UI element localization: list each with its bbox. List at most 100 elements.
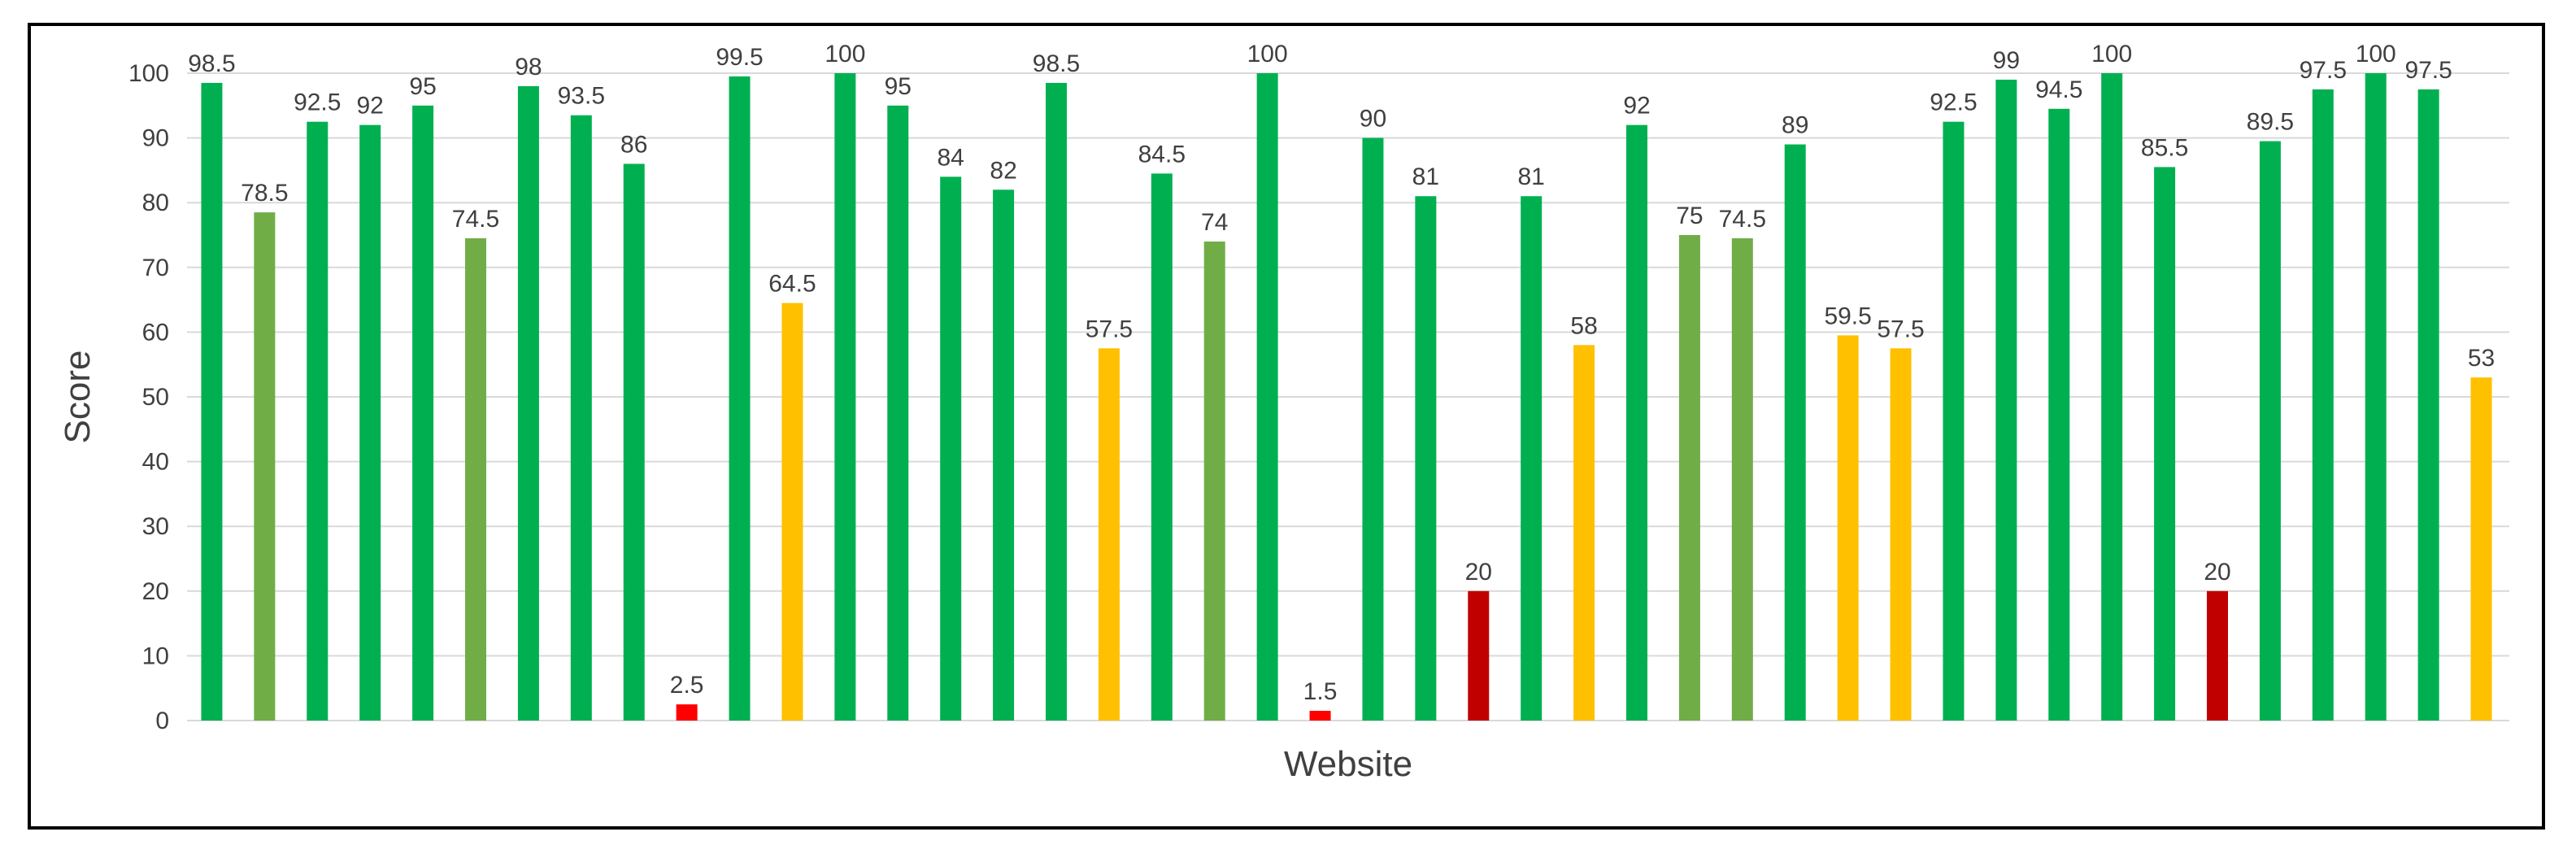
data-label: 95 (409, 73, 436, 100)
bar (1309, 711, 1331, 721)
bar (1415, 196, 1437, 721)
data-label: 92.5 (1930, 89, 1977, 116)
bar (1995, 79, 2017, 721)
bar (1203, 241, 1225, 721)
bar (1678, 235, 1700, 721)
data-label: 100 (1247, 41, 1288, 68)
bar (781, 303, 803, 721)
y-axis-title: Score (58, 351, 98, 444)
bar (1890, 348, 1912, 721)
y-tick-label: 80 (142, 189, 169, 216)
bar (1573, 345, 1595, 721)
y-tick-label: 50 (142, 384, 169, 411)
data-label: 74.5 (1719, 206, 1766, 233)
bars (201, 73, 2492, 721)
y-tick-label: 40 (142, 449, 169, 476)
data-label: 64.5 (768, 271, 816, 298)
bar (1837, 335, 1859, 721)
data-label: 82 (990, 157, 1016, 184)
bar (1521, 196, 1543, 721)
data-label: 98.5 (188, 50, 235, 77)
data-label: 58 (1570, 312, 1597, 339)
bar (1784, 144, 1806, 721)
bar (1098, 348, 1120, 721)
bar (1626, 124, 1647, 721)
bar (834, 73, 856, 721)
x-axis-title: Website (1284, 744, 1412, 784)
data-label: 99 (1993, 47, 2020, 74)
data-label: 100 (2091, 41, 2132, 68)
bar (2154, 167, 2176, 721)
data-label: 97.5 (2404, 57, 2452, 84)
data-label: 94.5 (2035, 76, 2082, 103)
data-label: 57.5 (1877, 316, 1924, 342)
bar (412, 105, 434, 721)
data-label: 1.5 (1303, 678, 1338, 705)
data-label: 20 (2204, 559, 2230, 586)
data-label: 92 (1623, 93, 1650, 120)
bar (1731, 237, 1753, 721)
bar (359, 124, 381, 721)
data-label: 100 (825, 41, 865, 68)
bar (1046, 82, 1067, 721)
bar (2417, 89, 2439, 721)
data-label: 93.5 (558, 83, 605, 110)
data-label: 59.5 (1824, 303, 1871, 329)
data-label: 98.5 (1033, 50, 1080, 77)
bar (623, 163, 645, 721)
bar (2259, 141, 2281, 721)
data-label: 53 (2468, 345, 2495, 372)
data-label: 84 (937, 144, 964, 171)
bar (465, 237, 486, 721)
data-label: 85.5 (2141, 134, 2188, 161)
data-label: 81 (1412, 163, 1439, 190)
data-label: 2.5 (670, 672, 704, 699)
data-label: 89.5 (2247, 109, 2294, 136)
data-label: 57.5 (1086, 316, 1133, 342)
data-label: 81 (1517, 163, 1544, 190)
y-tick-label: 0 (155, 708, 169, 734)
bar (1362, 137, 1384, 721)
y-axis-ticks: 0 10 20 30 40 50 60 70 80 90 100 (128, 60, 169, 734)
bar (2365, 73, 2387, 721)
bar (2101, 73, 2123, 721)
data-label: 92.5 (294, 89, 341, 116)
data-label: 90 (1360, 106, 1386, 133)
bar (729, 76, 751, 721)
y-tick-label: 90 (142, 125, 169, 152)
data-label: 97.5 (2300, 57, 2347, 84)
chart-frame: 0 10 20 30 40 50 60 70 80 90 100 98.5 78.5 92.5 92 95 7… (28, 23, 2545, 830)
data-label: 78.5 (241, 180, 288, 207)
bar (887, 105, 909, 721)
data-label: 95 (885, 73, 912, 100)
bar (517, 85, 539, 721)
bar (1943, 121, 1965, 721)
data-label: 99.5 (716, 44, 763, 71)
data-label: 75 (1676, 203, 1703, 229)
bar (2470, 377, 2492, 721)
data-label: 92 (356, 93, 383, 120)
y-tick-label: 70 (142, 255, 169, 281)
bar (1151, 173, 1173, 721)
bar (2312, 89, 2334, 721)
bar (993, 189, 1015, 721)
bar (307, 121, 329, 721)
data-label: 89 (1782, 112, 1808, 139)
bar (254, 212, 276, 721)
y-tick-label: 30 (142, 513, 169, 540)
bar (676, 704, 698, 721)
data-label: 100 (2356, 41, 2396, 68)
bar (2207, 590, 2228, 721)
data-label: 74.5 (452, 206, 499, 233)
y-tick-label: 20 (142, 578, 169, 605)
bar-chart: 0 10 20 30 40 50 60 70 80 90 100 98.5 78.5 92.5 92 95 7… (58, 41, 2509, 784)
data-label: 86 (620, 131, 647, 158)
y-tick-label: 60 (142, 319, 169, 346)
bar (201, 82, 223, 721)
bar (1468, 590, 1490, 721)
bar (2048, 108, 2070, 721)
data-label: 20 (1465, 559, 1492, 586)
y-tick-label: 10 (142, 642, 169, 669)
bar (940, 176, 962, 721)
bar (570, 115, 592, 721)
